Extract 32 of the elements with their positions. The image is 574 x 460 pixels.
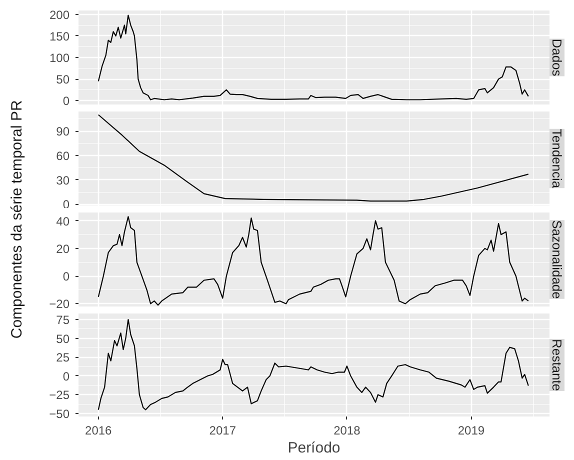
y-tick-label: −50 [49,406,70,421]
text: Sazonalidade [550,220,564,299]
text: Restante [550,338,564,392]
line-series [98,14,529,100]
y-tick-label: 100 [49,51,70,65]
x-tick-label: 2019 [458,424,485,438]
y-tick-label: 0 [62,94,70,108]
y-tick-label: 20 [56,242,70,256]
y-tick-label: 0 [62,270,70,284]
y-tick-label: −25 [49,388,70,402]
y-axis-title: Componentes da série temporal PR [8,100,26,339]
y-tick-label: 40 [56,214,70,228]
y-tick-label: 200 [49,8,70,22]
y-tick-label: 25 [56,350,70,365]
y-tick-label: 50 [56,72,70,87]
text: Dados [550,38,564,77]
line-series [98,114,529,202]
y-tick-label: 75 [56,313,70,328]
x-tick-label: 2016 [85,424,112,438]
y-tick-label: 0 [62,369,70,384]
line-series [98,318,529,410]
y-tick-label: 90 [56,124,70,139]
y-tick-label: −20 [49,297,70,312]
y-tick-label: 50 [56,332,70,346]
x-tick-label: 2018 [334,424,361,438]
y-tick-label: 30 [56,173,70,188]
text: Tendencia [550,128,564,189]
line-series [98,216,529,306]
y-tick-label: 150 [49,29,70,44]
x-axis-title: Período [288,440,340,456]
y-tick-label: 60 [56,148,70,163]
x-tick-label: 2017 [209,424,236,438]
